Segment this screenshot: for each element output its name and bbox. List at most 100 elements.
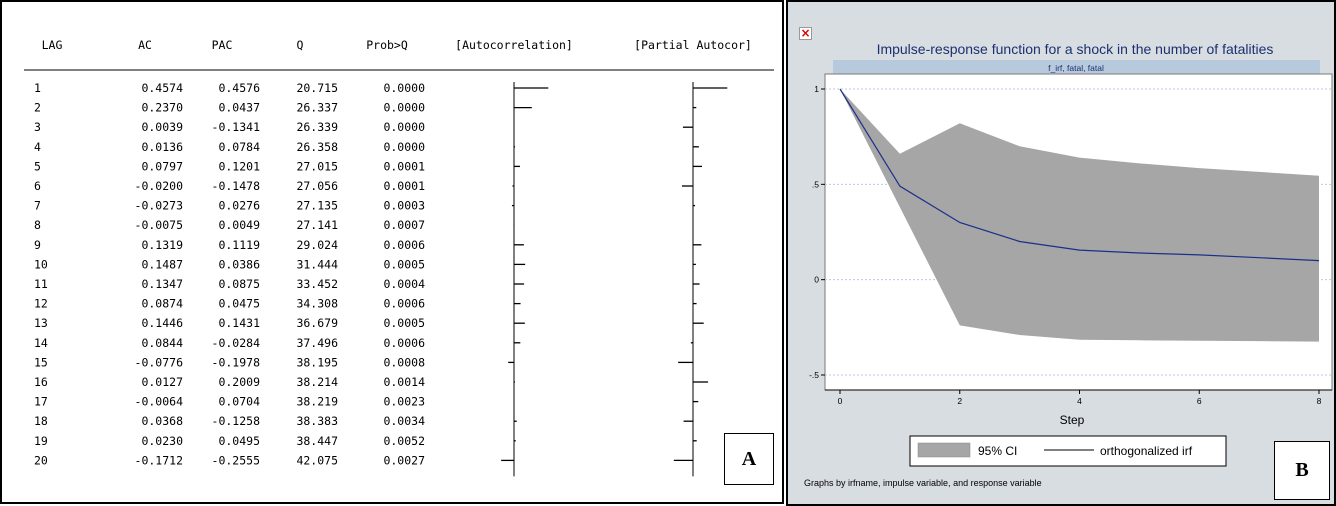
close-icon[interactable]: × xyxy=(799,26,812,40)
value-cell: 0.0797 xyxy=(141,159,183,173)
x-tick-label: 0 xyxy=(838,396,843,406)
value-cell: 0.1119 xyxy=(218,238,260,252)
value-cell: 0.0000 xyxy=(383,120,425,134)
value-cell: 0.0875 xyxy=(218,277,260,291)
chart-subtitle: f_irf, fatal, fatal xyxy=(1048,63,1104,73)
column-header: Q xyxy=(297,38,304,52)
value-cell: 0.0004 xyxy=(383,277,425,291)
value-cell: 0.0784 xyxy=(218,140,260,154)
y-tick-label: -.5 xyxy=(809,370,819,380)
lag-cell: 14 xyxy=(34,336,48,350)
y-tick-label: 0 xyxy=(814,275,819,285)
value-cell: 0.0049 xyxy=(218,218,260,232)
value-cell: 38.447 xyxy=(296,434,338,448)
value-cell: 0.0027 xyxy=(383,453,425,467)
column-header: [Autocorrelation] xyxy=(455,38,573,52)
lag-cell: 19 xyxy=(34,434,48,448)
value-cell: 0.0014 xyxy=(383,375,425,389)
value-cell: 0.0844 xyxy=(141,336,183,350)
x-tick-label: 8 xyxy=(1317,396,1322,406)
value-cell: -0.0273 xyxy=(135,199,184,213)
value-cell: 36.679 xyxy=(296,316,338,330)
acf-table-panel: LAG AC PAC Q Prob>Q [Autocorrelation] [Partial… xyxy=(0,0,784,504)
lag-cell: 4 xyxy=(34,140,41,154)
value-cell: 0.0000 xyxy=(383,101,425,115)
lag-cell: 6 xyxy=(34,179,41,193)
value-cell: 0.0368 xyxy=(141,414,183,428)
value-cell: 27.141 xyxy=(296,218,338,232)
value-cell: 0.0005 xyxy=(383,316,425,330)
column-header: PAC xyxy=(212,38,233,52)
value-cell: 0.0023 xyxy=(383,395,425,409)
lag-cell: 10 xyxy=(34,257,48,271)
value-cell: 0.0475 xyxy=(218,297,260,311)
acf-table: LAG AC PAC Q Prob>Q [Autocorrelation] [Partial… xyxy=(24,38,774,477)
legend-ci-label: 95% CI xyxy=(978,444,1017,458)
value-cell: 0.0034 xyxy=(383,414,425,428)
value-cell: 0.4576 xyxy=(218,81,260,95)
value-cell: -0.2555 xyxy=(212,453,260,467)
irf-line xyxy=(839,88,1320,262)
value-cell: 26.358 xyxy=(296,140,338,154)
chart-title: Impulse-response function for a shock in… xyxy=(877,41,1274,57)
lag-cell: 12 xyxy=(34,297,48,311)
value-cell: 0.1319 xyxy=(141,238,183,252)
value-cell: -0.0064 xyxy=(135,395,184,409)
lag-cell: 3 xyxy=(34,120,41,134)
value-cell: -0.1712 xyxy=(135,453,183,467)
value-cell: 0.0704 xyxy=(218,395,260,409)
value-cell: 38.219 xyxy=(296,395,338,409)
value-cell: -0.0200 xyxy=(135,179,184,193)
value-cell: 27.015 xyxy=(296,159,338,173)
value-cell: 0.0001 xyxy=(383,159,425,173)
legend-irf-label: orthogonalized irf xyxy=(1100,444,1193,458)
value-cell: 38.214 xyxy=(296,375,338,389)
lag-cell: 13 xyxy=(34,316,48,330)
value-cell: 0.1487 xyxy=(141,257,183,271)
lag-cell: 7 xyxy=(34,199,41,213)
value-cell: -0.1258 xyxy=(212,414,261,428)
value-cell: -0.1478 xyxy=(212,179,261,193)
value-cell: -0.0075 xyxy=(135,218,183,232)
value-cell: 0.1431 xyxy=(218,316,260,330)
column-header: AC xyxy=(138,38,152,52)
legend-ci-swatch xyxy=(917,442,971,458)
value-cell: 0.1347 xyxy=(141,277,183,291)
value-cell: 0.0003 xyxy=(383,199,425,213)
value-cell: 0.0039 xyxy=(141,120,183,134)
value-cell: 0.0008 xyxy=(383,355,425,369)
x-tick-label: 6 xyxy=(1197,396,1202,406)
lag-cell: 15 xyxy=(34,355,48,369)
x-tick-label: 2 xyxy=(957,396,962,406)
value-cell: 26.339 xyxy=(296,120,338,134)
x-axis-title: Step xyxy=(1060,413,1085,427)
ci-band xyxy=(840,89,1319,342)
lag-cell: 9 xyxy=(34,238,41,252)
value-cell: 0.4574 xyxy=(141,81,183,95)
value-cell: 0.0006 xyxy=(383,238,425,252)
lag-cell: 17 xyxy=(34,395,48,409)
panel-letter-a: A xyxy=(724,433,774,485)
lag-cell: 16 xyxy=(34,375,48,389)
value-cell: 42.075 xyxy=(296,453,338,467)
value-cell: 0.0000 xyxy=(383,81,425,95)
value-cell: 37.496 xyxy=(296,336,338,350)
lag-cell: 5 xyxy=(34,159,41,173)
value-cell: 0.0230 xyxy=(141,434,183,448)
value-cell: 0.1201 xyxy=(218,159,260,173)
lag-cell: 8 xyxy=(34,218,41,232)
value-cell: 0.0000 xyxy=(383,140,425,154)
value-cell: 20.715 xyxy=(296,81,338,95)
value-cell: 29.024 xyxy=(296,238,338,252)
column-header: [Partial Autocor] xyxy=(634,38,752,52)
lag-cell: 18 xyxy=(34,414,48,428)
value-cell: -0.1978 xyxy=(212,355,261,369)
value-cell: 0.0276 xyxy=(218,199,260,213)
column-header: Prob>Q xyxy=(366,38,408,52)
value-cell: 0.0495 xyxy=(218,434,260,448)
value-cell: 27.135 xyxy=(296,199,338,213)
value-cell: 0.0005 xyxy=(383,257,425,271)
value-cell: 0.2370 xyxy=(141,101,183,115)
lag-cell: 2 xyxy=(34,101,41,115)
value-cell: -0.0776 xyxy=(135,355,184,369)
